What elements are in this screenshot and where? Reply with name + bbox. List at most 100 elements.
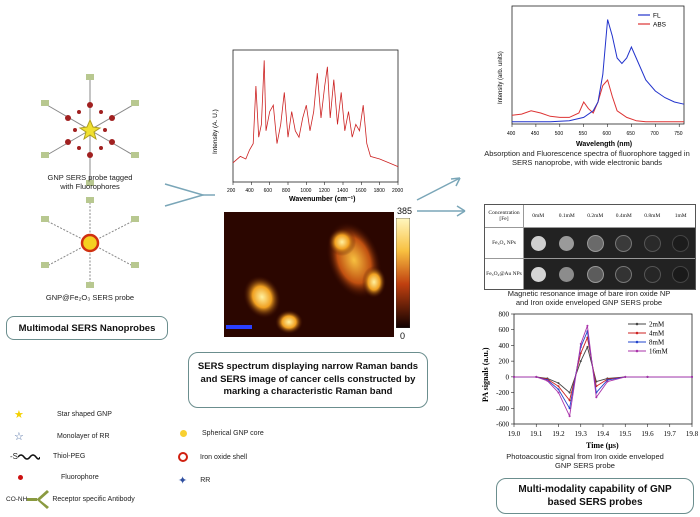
mri-caption-line1: Magnetic resonance image of bare iron ox…	[507, 289, 671, 298]
antibody-prefix: CO-NH	[6, 495, 28, 503]
gnp-fluorophore-probe-illustration	[41, 74, 139, 186]
pa-xtick-label: 19.6	[641, 430, 654, 438]
multimodal-title-box: Multimodal SERS Nanoprobes	[6, 316, 168, 340]
pa-caption: Photoacoustic signal from Iron oxide env…	[490, 452, 680, 470]
fluor-tick-label: 700	[650, 131, 659, 137]
fluor-legend: FL ABS	[638, 13, 667, 29]
mri-cell	[638, 228, 667, 258]
pa-point	[568, 415, 571, 418]
pa-ytick-label: -600	[496, 421, 509, 429]
legend-thiol-peg-label: Thiol-PEG	[53, 453, 86, 460]
mri-corner: Concentration [Fe]	[485, 205, 524, 227]
pa-point	[606, 380, 609, 383]
right-box-line2: based SERS probes	[547, 497, 643, 508]
fluor-tick-label: 650	[626, 131, 635, 137]
legend-abs: ABS	[653, 22, 667, 29]
pa-caption-line1: Photoacoustic signal from Iron oxide env…	[506, 452, 664, 461]
iron-shell-ring-icon	[178, 452, 188, 462]
fluorophore-dot-icon	[18, 475, 23, 480]
pa-ytick-label: 600	[499, 326, 510, 334]
pa-point	[691, 375, 693, 378]
mri-col-2: 0.2mM	[587, 213, 604, 219]
component-legend: ★ Star shaped GNP ☆ Monolayer of RR -S T…	[0, 400, 290, 517]
pa-point	[513, 375, 515, 378]
mri-table: Concentration [Fe] 0mM 0.1mM 0.2mM 0.4mM…	[484, 204, 696, 290]
thiol-prefix: -S	[10, 452, 18, 461]
legend-iron-shell-label: Iron oxide shell	[200, 453, 248, 461]
legend-fl: FL	[653, 13, 661, 20]
antibody-icon	[27, 490, 50, 509]
pa-xtick-label: 19.5	[619, 430, 632, 438]
pa-point	[624, 375, 627, 378]
probe1-caption-line1: GNP SERS probe tagged	[47, 173, 133, 182]
raman-tick-label: 800	[282, 188, 291, 194]
legend-antibody: CO-NH Receptor specific Antibody	[6, 488, 135, 510]
pa-xtick-label: 19.8	[686, 430, 698, 438]
pa-series-line	[514, 329, 692, 410]
right-box-line1: Multi-modality capability of GNP	[518, 484, 672, 495]
legend-rr-monolayer: ☆ Monolayer of RR	[14, 430, 110, 443]
raman-tick-label: 400	[245, 188, 254, 194]
raman-tick-label: 1200	[319, 188, 330, 194]
star-icon: ★	[14, 409, 24, 421]
legend-spherical-core-label: Spherical GNP core	[202, 430, 264, 437]
pa-point	[568, 407, 571, 410]
mri-col-5: 1mM	[674, 213, 687, 219]
mri-caption-line2: and Iron oxide enveloped GNP SERS probe	[515, 297, 663, 307]
mri-col-3: 0.4mM	[615, 213, 632, 219]
legend-rr-monolayer-label: Monolayer of RR	[57, 433, 110, 440]
pa-point	[535, 375, 538, 378]
legend-star-gnp-label: Star shaped GNP	[57, 411, 112, 418]
fluor-caption: Absorption and Fluorescence spectra of f…	[476, 149, 698, 167]
pa-point	[546, 379, 549, 382]
mri-row-fe3o4-au: Fe₃O₄@Au NPs	[485, 259, 695, 289]
raman-tick-label: 1000	[300, 188, 311, 194]
probe1-caption-line2: with Fluorophores	[60, 181, 120, 191]
raman-ylabel: Intensity (A. U.)	[212, 109, 219, 154]
pa-xtick-label: 19.3	[575, 430, 588, 438]
mri-header-row: Concentration [Fe] 0mM 0.1mM 0.2mM 0.4mM…	[485, 205, 695, 228]
sers-cell-image	[224, 212, 394, 337]
mri-cell	[581, 259, 610, 289]
raman-tick-label: 600	[264, 188, 273, 194]
fl-series-line	[512, 19, 685, 123]
arrow-to-right-top	[416, 177, 461, 201]
peg-chain-icon	[18, 453, 40, 460]
photoacoustic-chart: PA signals (a.u.) Time (μs) 800 600 400 200…	[481, 311, 698, 451]
mri-cell	[609, 259, 638, 289]
pa-xtick-label: 19.1	[530, 430, 543, 438]
fluor-caption-line1: Absorption and Fluorescence spectra of f…	[484, 149, 690, 158]
pa-ytick-label: 0	[506, 373, 510, 381]
pa-point	[606, 379, 609, 381]
mri-caption: Magnetic resonance image of bare iron ox…	[482, 289, 696, 307]
arrow-to-center	[164, 183, 215, 207]
pa-point	[557, 388, 560, 391]
pa-ytick-label: 200	[499, 358, 510, 366]
fluor-tick-label: 500	[555, 131, 564, 137]
pa-point	[586, 324, 589, 327]
pa-legend-marker	[635, 331, 639, 335]
pa-xtick-label: 19.0	[508, 430, 521, 438]
pa-xtick-label: 19.4	[597, 430, 610, 438]
mri-row1-label: Fe₃O₄ NPs	[485, 228, 524, 258]
raman-tick-label: 200	[227, 188, 236, 194]
legend-fluorophore: Fluorophore	[18, 474, 99, 481]
pa-ytick-label: 800	[499, 311, 510, 319]
mri-row-fe3o4: Fe₃O₄ NPs	[485, 228, 695, 259]
fluor-tick-label: 450	[531, 131, 540, 137]
pa-ytick-label: -400	[496, 405, 509, 413]
multimodality-box: Multi-modality capability of GNP based S…	[496, 478, 694, 514]
mri-cell	[666, 228, 695, 258]
pa-point	[557, 382, 560, 385]
sers-colorbar	[396, 218, 410, 328]
probe2-caption: GNP@Fe₂O₃ SERS probe	[45, 293, 135, 302]
colorbar-min-label: 0	[400, 331, 406, 341]
center-box-line3: marking a characteristic Raman band	[223, 386, 393, 398]
raman-tick-label: 2000	[392, 188, 403, 194]
mri-cell	[638, 259, 667, 289]
colorbar-max-label: 385	[397, 206, 413, 216]
mri-cell	[524, 259, 553, 289]
pa-legend-label: 16mM	[649, 348, 668, 356]
raman-series-line	[232, 60, 399, 167]
mri-col-0: 0mM	[532, 213, 545, 219]
